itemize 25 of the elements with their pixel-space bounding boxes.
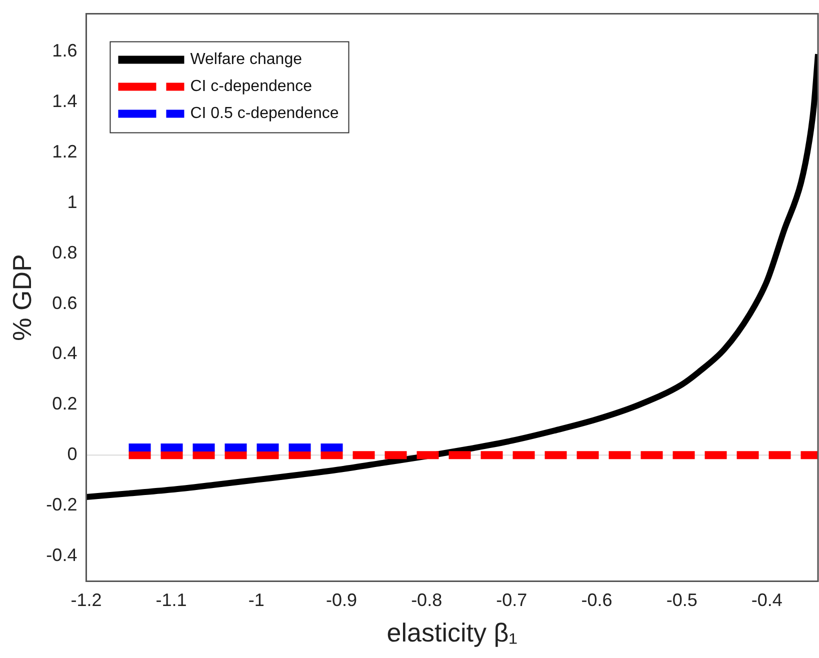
y-axis-title: % GDP	[6, 254, 37, 341]
x-tick-label: -0.4	[751, 590, 782, 610]
x-tick-label: -0.6	[581, 590, 612, 610]
y-tick-label: -0.2	[46, 494, 78, 515]
y-tick-label: -0.4	[46, 544, 78, 565]
x-tick-label: -0.8	[411, 590, 442, 610]
legend-label: Welfare change	[190, 51, 302, 68]
legend-label: CI 0.5 c-dependence	[190, 105, 339, 122]
x-tick-label: -0.9	[326, 590, 358, 610]
y-tick-label: 1.4	[52, 91, 78, 112]
x-tick-label: -0.5	[666, 590, 698, 610]
legend-label: CI c-dependence	[190, 78, 312, 96]
y-tick-label: 0	[67, 444, 78, 464]
y-tick-label: 1.6	[52, 40, 78, 61]
y-tick-label: 0.4	[52, 343, 78, 364]
x-tick-label: -0.7	[496, 590, 528, 610]
x-tick-label: -1.2	[70, 590, 102, 610]
y-tick-label: 1	[67, 192, 78, 212]
x-tick-label: -1	[248, 590, 264, 610]
x-axis-title: elasticity β₁	[386, 618, 518, 648]
y-tick-label: 0.2	[52, 394, 78, 414]
y-tick-label: 0.8	[52, 242, 78, 262]
x-tick-label: -1.1	[156, 590, 187, 610]
y-tick-label: 0.6	[52, 292, 78, 313]
y-tick-label: 1.2	[52, 141, 78, 162]
